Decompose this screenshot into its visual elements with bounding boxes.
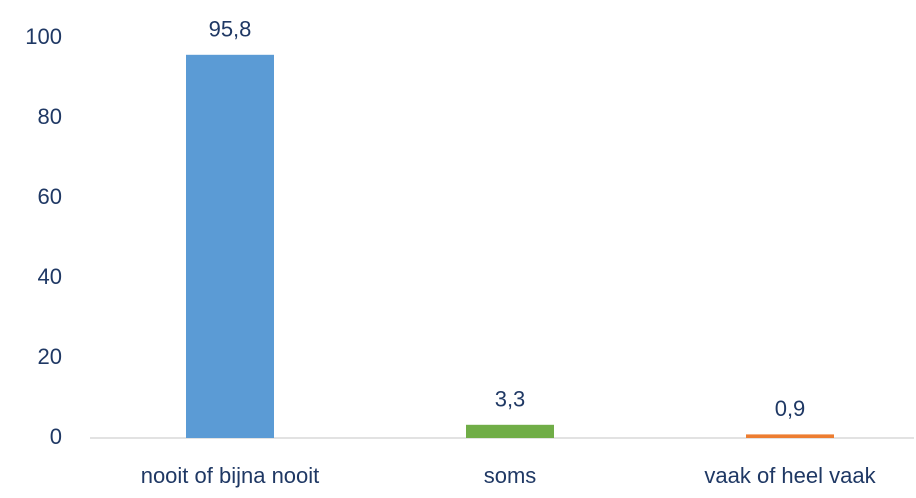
x-tick-label: nooit of bijna nooit (141, 463, 320, 488)
value-label: 95,8 (209, 17, 252, 42)
y-tick-label: 20 (38, 344, 62, 369)
x-tick-label: vaak of heel vaak (704, 463, 876, 488)
y-tick-label: 40 (38, 264, 62, 289)
y-tick-label: 0 (50, 424, 62, 449)
value-label: 3,3 (495, 387, 526, 412)
bar (746, 434, 834, 438)
bar (186, 54, 274, 439)
y-tick-label: 100 (25, 24, 62, 49)
bar (466, 424, 554, 438)
y-tick-label: 80 (38, 104, 62, 129)
y-tick-label: 60 (38, 184, 62, 209)
value-label: 0,9 (775, 396, 806, 421)
x-tick-label: soms (484, 463, 537, 488)
